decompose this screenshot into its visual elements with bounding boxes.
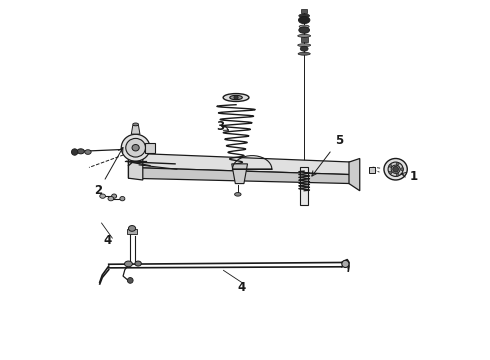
Ellipse shape [230, 95, 243, 100]
Ellipse shape [124, 261, 132, 267]
Bar [300, 37, 308, 42]
Ellipse shape [133, 123, 139, 126]
Circle shape [401, 168, 403, 171]
Ellipse shape [388, 162, 403, 176]
Text: 2: 2 [95, 148, 123, 197]
Ellipse shape [135, 261, 141, 266]
Ellipse shape [298, 44, 311, 46]
Ellipse shape [112, 194, 117, 198]
Bar [126, 229, 137, 234]
Bar [301, 9, 307, 13]
Ellipse shape [108, 197, 114, 201]
Circle shape [127, 278, 133, 283]
Polygon shape [128, 153, 353, 175]
Text: 4: 4 [237, 281, 245, 294]
Ellipse shape [132, 144, 139, 151]
Polygon shape [128, 151, 143, 180]
Ellipse shape [300, 46, 308, 51]
Ellipse shape [128, 226, 136, 231]
Bar [368, 167, 375, 173]
Circle shape [396, 173, 399, 176]
Ellipse shape [298, 17, 310, 24]
Ellipse shape [122, 134, 150, 161]
Ellipse shape [299, 25, 309, 28]
Ellipse shape [235, 193, 241, 196]
Polygon shape [349, 158, 360, 191]
Ellipse shape [298, 35, 311, 37]
Ellipse shape [85, 150, 91, 154]
Ellipse shape [384, 158, 407, 180]
Bar [300, 167, 309, 205]
Circle shape [396, 162, 399, 165]
Bar [145, 143, 155, 153]
Text: 4: 4 [104, 234, 112, 247]
Ellipse shape [299, 14, 310, 18]
Ellipse shape [342, 260, 349, 267]
Polygon shape [232, 164, 247, 184]
Circle shape [234, 95, 238, 100]
Ellipse shape [77, 149, 84, 154]
Text: 3: 3 [216, 120, 229, 133]
Text: 5: 5 [312, 134, 343, 176]
Ellipse shape [120, 197, 125, 201]
Polygon shape [131, 126, 140, 134]
Circle shape [389, 171, 392, 174]
Ellipse shape [100, 194, 105, 198]
Text: 1: 1 [401, 170, 417, 183]
Circle shape [72, 149, 78, 155]
Circle shape [393, 166, 398, 172]
Ellipse shape [299, 27, 310, 33]
Ellipse shape [298, 52, 310, 55]
Ellipse shape [391, 165, 400, 174]
Ellipse shape [126, 138, 146, 157]
Circle shape [389, 165, 392, 167]
Polygon shape [128, 167, 353, 184]
Ellipse shape [223, 94, 249, 102]
